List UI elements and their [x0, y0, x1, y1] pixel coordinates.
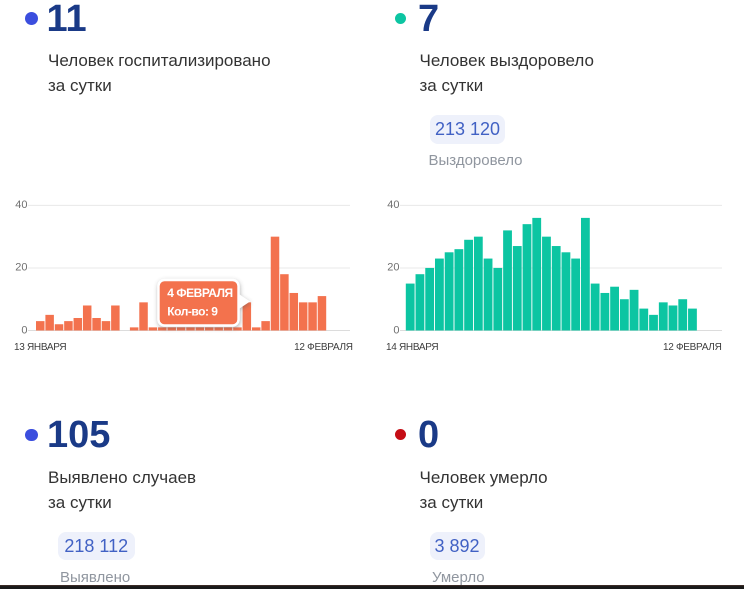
svg-text:40: 40 [387, 199, 399, 211]
svg-text:12 ФЕВРАЛЯ: 12 ФЕВРАЛЯ [294, 342, 353, 353]
svg-text:0: 0 [21, 325, 27, 337]
svg-text:20: 20 [387, 261, 399, 273]
svg-text:14 ЯНВАРЯ: 14 ЯНВАРЯ [386, 342, 438, 353]
svg-text:40: 40 [15, 199, 27, 211]
svg-text:0: 0 [393, 325, 399, 337]
svg-text:Кол-во: 9: Кол-во: 9 [167, 304, 218, 318]
svg-text:20: 20 [15, 261, 27, 273]
svg-text:12 ФЕВРАЛЯ: 12 ФЕВРАЛЯ [663, 342, 722, 353]
svg-text:13 ЯНВАРЯ: 13 ЯНВАРЯ [14, 342, 66, 353]
svg-text:4 ФЕВРАЛЯ: 4 ФЕВРАЛЯ [167, 286, 232, 300]
